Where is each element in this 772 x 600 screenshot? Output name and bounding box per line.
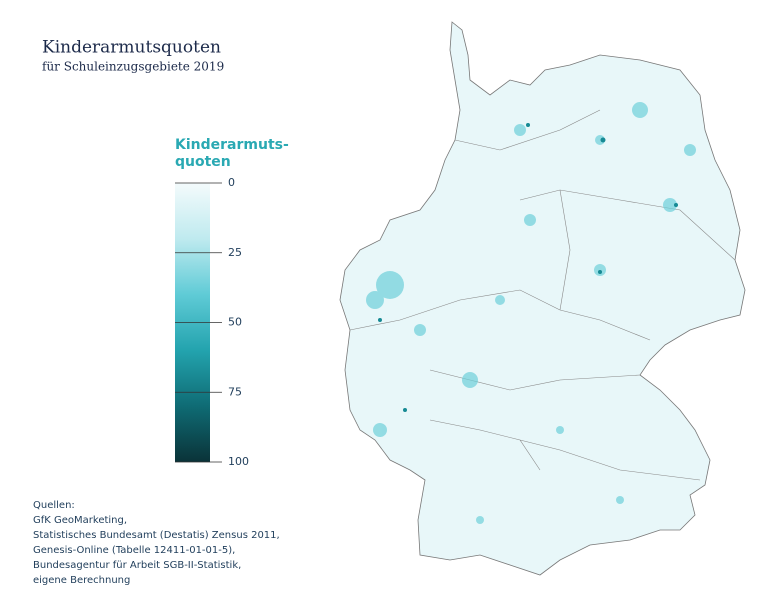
state-borders: [349, 109, 736, 481]
subtitle: für Schuleinzugsgebiete 2019: [42, 60, 224, 74]
source-line: Statistisches Bundesamt (Destatis) Zensu…: [33, 530, 280, 541]
source-line: GfK GeoMarketing,: [33, 515, 127, 526]
tick-label: 25: [228, 246, 242, 259]
legend-ticks: 0 25 50 75 100: [175, 176, 249, 468]
legend-title: quoten: [175, 154, 231, 170]
source-line: Bundesagentur für Arbeit SGB-II-Statisti…: [33, 560, 241, 571]
source-line: Genesis-Online (Tabelle 12411-01-01-5),: [33, 545, 235, 556]
title: Kinderarmutsquoten: [42, 38, 221, 58]
map-hotspots: [378, 123, 678, 412]
germany-outline: [339, 21, 746, 576]
tick-label: 50: [228, 316, 242, 329]
sources: Quellen: GfK GeoMarketing, Statistisches B…: [33, 500, 280, 586]
tick-label: 75: [228, 385, 242, 398]
legend-title: Kinderarmuts-: [175, 137, 289, 153]
source-line: eigene Berechnung: [33, 575, 130, 586]
map: [339, 21, 746, 576]
tick-label: 0: [228, 176, 235, 189]
map-texture: [366, 102, 696, 524]
source-line: Quellen:: [33, 500, 75, 511]
tick-label: 100: [228, 455, 249, 468]
